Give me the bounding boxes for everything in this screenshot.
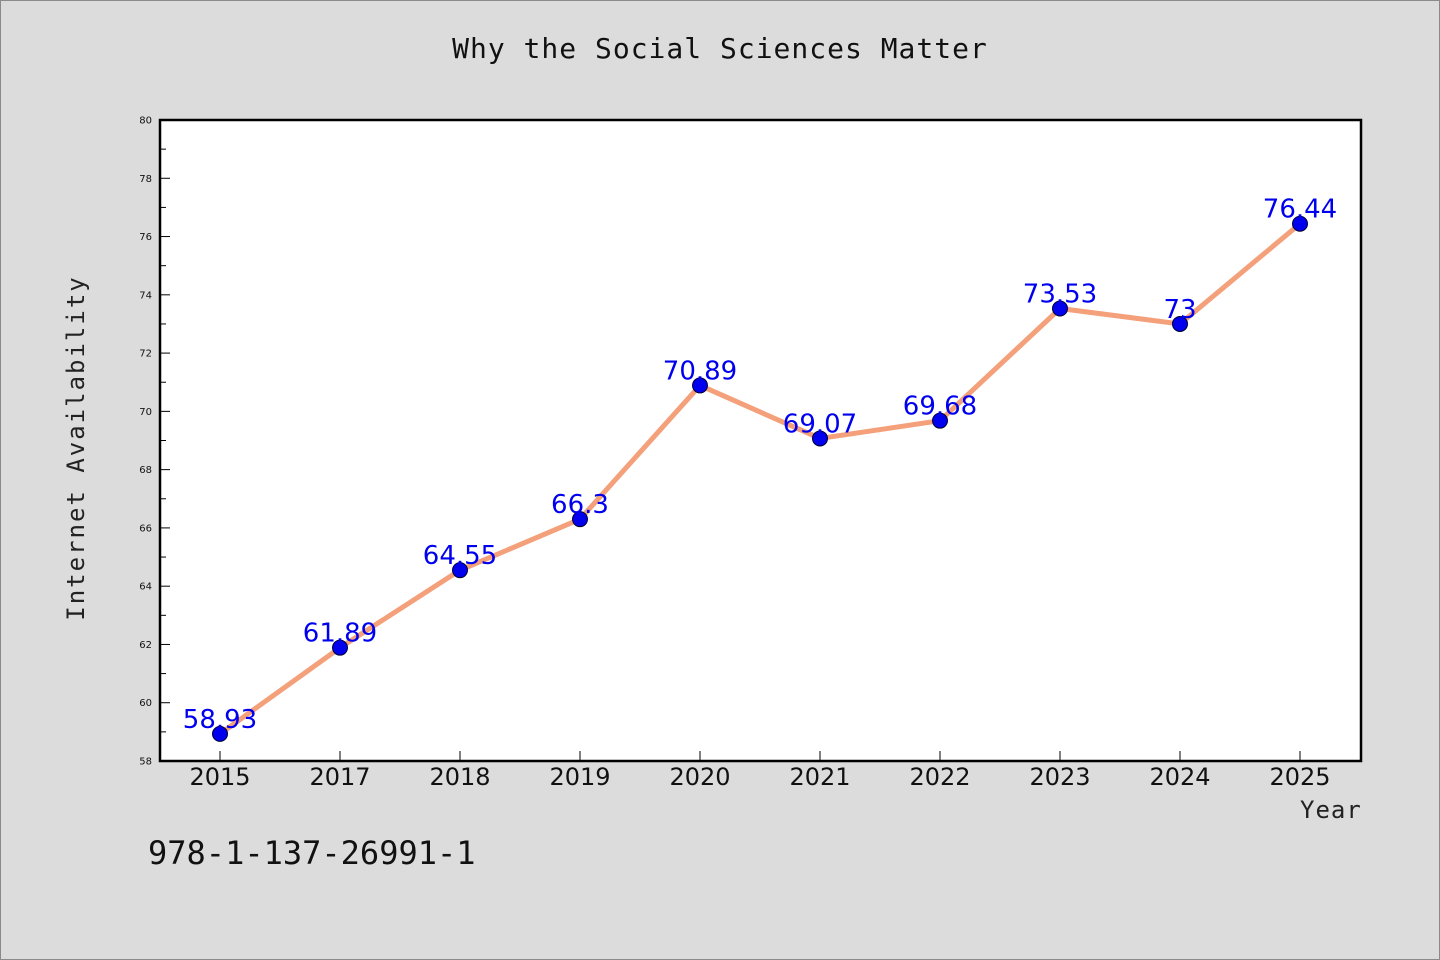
y-tick-label: 66 [139, 523, 152, 534]
data-label: 73 [1163, 295, 1196, 325]
y-tick-label: 72 [139, 349, 152, 360]
x-axis: 2015 2017 2018 2019 2020 2021 2022 2023 2024 2025 [189, 751, 1331, 791]
y-tick-label: 68 [139, 465, 152, 476]
x-tick-label: 2020 [669, 763, 730, 791]
data-label: 69.68 [903, 392, 977, 422]
y-tick-label: 62 [139, 640, 152, 651]
y-tick-label: 70 [139, 407, 152, 418]
y-tick-label: 58 [139, 757, 152, 768]
x-tick-label: 2019 [549, 763, 610, 791]
x-tick-label: 2021 [789, 763, 850, 791]
data-label: 61.89 [303, 619, 377, 649]
data-series: 58.93 61.89 64.55 66.3 70.89 69.07 69.68 73.53 7… [183, 195, 1337, 742]
data-label: 58.93 [183, 705, 257, 735]
x-axis-label: Year [1300, 796, 1362, 824]
data-label: 66.3 [551, 490, 609, 520]
x-tick-label: 2018 [429, 763, 490, 791]
data-point [1052, 300, 1068, 317]
chart-title: Why the Social Sciences Matter [452, 32, 988, 65]
data-point [212, 725, 228, 742]
data-label: 76.44 [1263, 195, 1337, 225]
data-point [692, 377, 708, 394]
y-axis: 58 60 62 64 66 68 70 72 74 76 78 80 [139, 116, 170, 768]
y-tick-label: 60 [139, 698, 152, 709]
x-tick-label: 2017 [309, 763, 370, 791]
data-label: 69.07 [783, 409, 857, 439]
x-tick-label: 2024 [1149, 763, 1210, 791]
data-point [452, 562, 468, 579]
data-label: 70.89 [663, 356, 737, 386]
data-point [332, 639, 348, 656]
data-point [1172, 315, 1188, 332]
x-tick-label: 2022 [909, 763, 970, 791]
x-tick-label: 2023 [1029, 763, 1090, 791]
y-tick-label: 64 [139, 582, 152, 593]
y-tick-label: 76 [139, 232, 152, 243]
y-tick-label: 74 [139, 290, 152, 301]
isbn-text: 978-1-137-26991-1 [148, 834, 476, 872]
data-point [572, 511, 588, 528]
data-point [1292, 215, 1308, 232]
data-label: 73.53 [1023, 280, 1097, 310]
data-point [812, 430, 828, 447]
series-line [217, 221, 1303, 737]
plot-area [158, 118, 1363, 763]
y-tick-label: 80 [139, 116, 152, 127]
x-tick-label: 2025 [1269, 763, 1330, 791]
y-axis-label: Internet Availability [62, 275, 90, 621]
data-point [932, 412, 948, 429]
x-tick-label: 2015 [189, 763, 250, 791]
y-tick-label: 78 [139, 174, 152, 185]
data-label: 64.55 [423, 541, 497, 571]
